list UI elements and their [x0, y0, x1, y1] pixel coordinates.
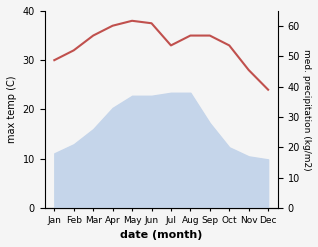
X-axis label: date (month): date (month): [120, 230, 203, 240]
Y-axis label: med. precipitation (kg/m2): med. precipitation (kg/m2): [302, 49, 311, 170]
Y-axis label: max temp (C): max temp (C): [7, 76, 17, 143]
